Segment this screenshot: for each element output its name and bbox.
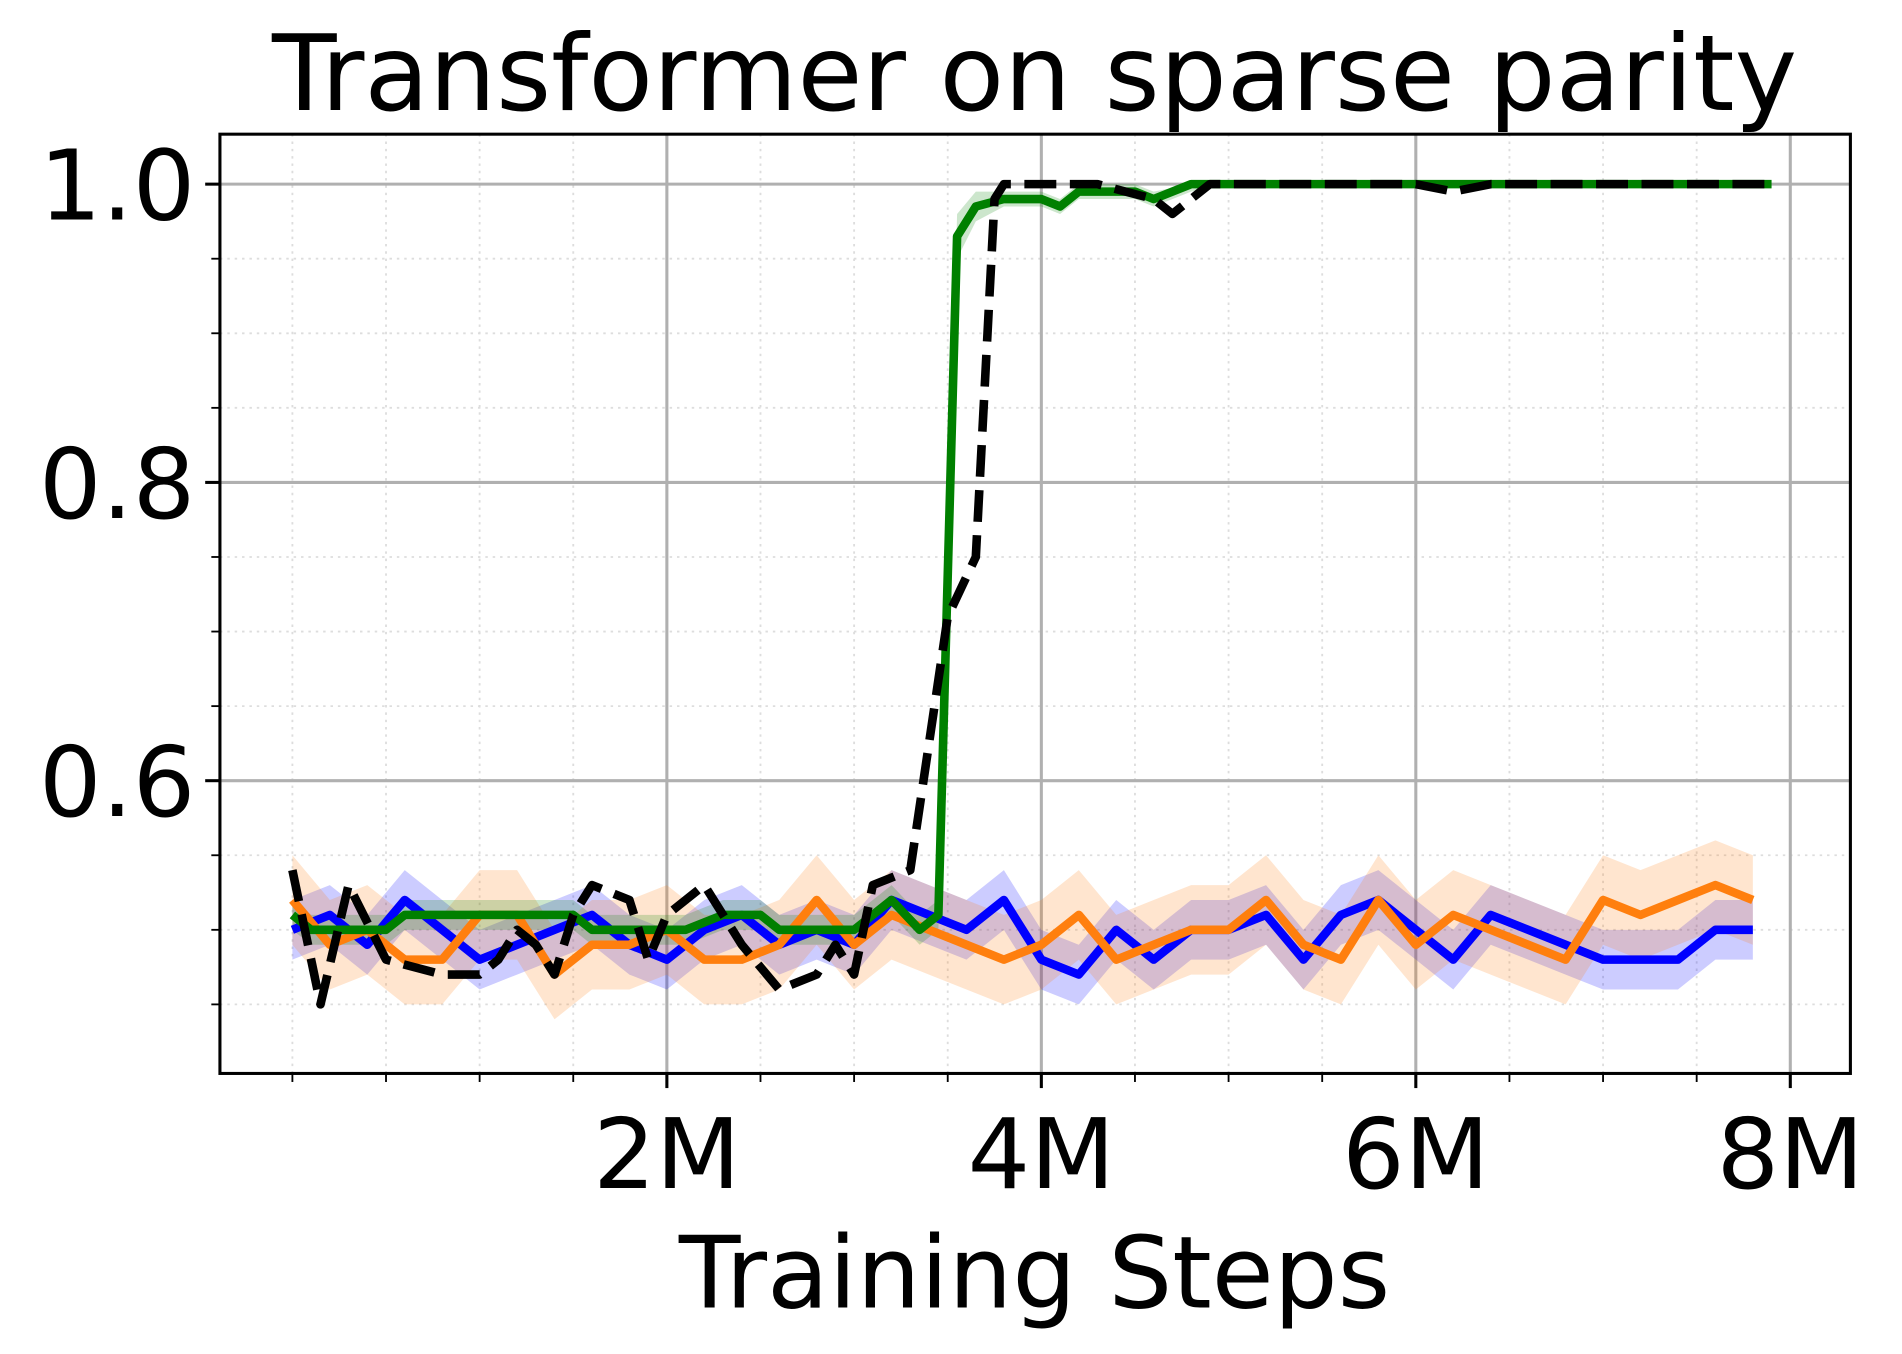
error-band (292, 184, 1772, 945)
y-tick-label: 0.6 (39, 726, 195, 840)
x-tick-label: 4M (968, 1098, 1115, 1212)
x-tick-label: 6M (1342, 1098, 1489, 1212)
y-tick-label: 1.0 (39, 130, 195, 244)
y-tick-label: 0.8 (39, 428, 195, 542)
x-tick-label: 8M (1717, 1098, 1864, 1212)
x-tick-label: 2M (593, 1098, 740, 1212)
chart-title: Transformer on sparse parity (271, 12, 1797, 135)
series-line (288, 179, 1772, 1009)
plot-frame (218, 132, 1852, 1075)
x-axis-label: Training Steps (678, 1215, 1390, 1332)
